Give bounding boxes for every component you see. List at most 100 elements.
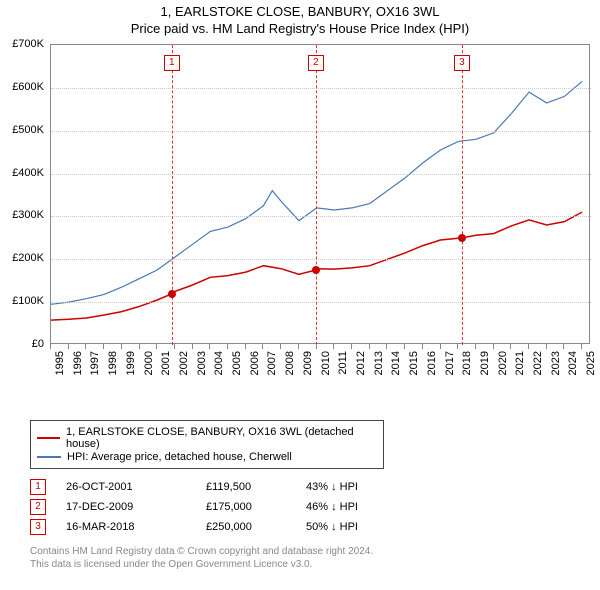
x-tick bbox=[563, 344, 564, 349]
sale-price: £175,000 bbox=[206, 501, 306, 513]
x-tick bbox=[386, 344, 387, 349]
sale-delta: 43% ↓ HPI bbox=[306, 481, 406, 493]
sale-number-box: 2 bbox=[30, 499, 46, 515]
y-tick-label: £300K bbox=[12, 209, 44, 221]
x-tick bbox=[351, 344, 352, 349]
attribution-line2: This data is licensed under the Open Gov… bbox=[30, 558, 570, 571]
x-tick bbox=[50, 344, 51, 349]
sales-table: 1 26-OCT-2001£119,50043% ↓ HPI 2 17-DEC-200… bbox=[30, 479, 570, 535]
x-tick-label: 2018 bbox=[461, 351, 473, 375]
x-tick bbox=[369, 344, 370, 349]
x-tick bbox=[510, 344, 511, 349]
x-tick-label: 2003 bbox=[196, 351, 208, 375]
x-tick bbox=[227, 344, 228, 349]
x-tick-label: 2013 bbox=[373, 351, 385, 375]
x-tick-label: 1999 bbox=[125, 351, 137, 375]
sale-price: £119,500 bbox=[206, 481, 306, 493]
x-tick-label: 2024 bbox=[567, 351, 579, 375]
y-tick-label: £0 bbox=[32, 338, 44, 350]
x-tick-label: 2008 bbox=[284, 351, 296, 375]
y-tick-label: £100K bbox=[12, 295, 44, 307]
x-tick bbox=[546, 344, 547, 349]
x-tick-label: 1996 bbox=[72, 351, 84, 375]
x-tick bbox=[280, 344, 281, 349]
x-tick bbox=[475, 344, 476, 349]
x-tick-label: 2000 bbox=[143, 351, 155, 375]
x-tick bbox=[174, 344, 175, 349]
y-tick-label: £700K bbox=[12, 38, 44, 50]
x-tick-label: 2002 bbox=[178, 351, 190, 375]
chart-area: 123 £0£100K£200K£300K£400K£500K£600K£700… bbox=[50, 44, 590, 384]
x-tick bbox=[581, 344, 582, 349]
legend-item: 1, EARLSTOKE CLOSE, BANBURY, OX16 3WL (d… bbox=[37, 426, 377, 450]
x-tick bbox=[528, 344, 529, 349]
x-tick bbox=[404, 344, 405, 349]
gridline bbox=[51, 131, 591, 132]
x-tick bbox=[245, 344, 246, 349]
x-tick-label: 2016 bbox=[426, 351, 438, 375]
sale-vline bbox=[462, 45, 463, 345]
sale-row: 3 16-MAR-2018£250,00050% ↓ HPI bbox=[30, 519, 570, 535]
legend: 1, EARLSTOKE CLOSE, BANBURY, OX16 3WL (d… bbox=[30, 420, 384, 469]
x-tick-label: 2019 bbox=[479, 351, 491, 375]
legend-item: HPI: Average price, detached house, Cher… bbox=[37, 451, 377, 463]
x-tick bbox=[121, 344, 122, 349]
sale-date: 26-OCT-2001 bbox=[66, 481, 206, 493]
gridline bbox=[51, 174, 591, 175]
x-tick-label: 1995 bbox=[54, 351, 66, 375]
sale-number-box: 3 bbox=[30, 519, 46, 535]
sale-date: 16-MAR-2018 bbox=[66, 521, 206, 533]
sale-price: £250,000 bbox=[206, 521, 306, 533]
y-tick-label: £400K bbox=[12, 167, 44, 179]
x-tick-label: 2020 bbox=[497, 351, 509, 375]
x-tick bbox=[68, 344, 69, 349]
chart-title-line1: 1, EARLSTOKE CLOSE, BANBURY, OX16 3WL bbox=[0, 4, 600, 19]
x-tick bbox=[493, 344, 494, 349]
sale-vline-box: 3 bbox=[454, 55, 470, 71]
x-tick-label: 2006 bbox=[249, 351, 261, 375]
legend-swatch bbox=[37, 456, 61, 458]
sale-marker bbox=[168, 290, 176, 298]
attribution: Contains HM Land Registry data © Crown c… bbox=[30, 545, 570, 571]
x-tick bbox=[192, 344, 193, 349]
x-tick bbox=[85, 344, 86, 349]
x-tick bbox=[333, 344, 334, 349]
chart-plot: 123 bbox=[50, 44, 590, 344]
x-tick bbox=[262, 344, 263, 349]
sale-vline bbox=[172, 45, 173, 345]
x-tick bbox=[440, 344, 441, 349]
gridline bbox=[51, 216, 591, 217]
x-tick bbox=[316, 344, 317, 349]
x-tick-label: 2017 bbox=[444, 351, 456, 375]
x-tick-label: 2009 bbox=[302, 351, 314, 375]
chart-title-line2: Price paid vs. HM Land Registry's House … bbox=[0, 21, 600, 36]
x-tick bbox=[457, 344, 458, 349]
sale-vline bbox=[316, 45, 317, 345]
legend-label: HPI: Average price, detached house, Cher… bbox=[67, 451, 292, 463]
sale-delta: 50% ↓ HPI bbox=[306, 521, 406, 533]
sale-row: 217-DEC-2009£175,00046% ↓ HPI bbox=[30, 499, 570, 515]
gridline bbox=[51, 88, 591, 89]
x-tick-label: 2025 bbox=[585, 351, 597, 375]
x-tick-label: 2023 bbox=[550, 351, 562, 375]
x-tick bbox=[103, 344, 104, 349]
x-tick-label: 2015 bbox=[408, 351, 420, 375]
sale-date: 17-DEC-2009 bbox=[66, 501, 206, 513]
x-tick-label: 2011 bbox=[337, 351, 349, 375]
x-tick-label: 2007 bbox=[266, 351, 278, 375]
x-tick-label: 1998 bbox=[107, 351, 119, 375]
chart-svg bbox=[51, 45, 591, 345]
x-tick-label: 2001 bbox=[160, 351, 172, 375]
x-tick-label: 2005 bbox=[231, 351, 243, 375]
x-tick bbox=[422, 344, 423, 349]
y-tick-label: £200K bbox=[12, 252, 44, 264]
x-tick-label: 2010 bbox=[320, 351, 332, 375]
y-tick-label: £500K bbox=[12, 124, 44, 136]
gridline bbox=[51, 259, 591, 260]
x-tick-label: 1997 bbox=[89, 351, 101, 375]
x-tick bbox=[298, 344, 299, 349]
sale-number-box: 1 bbox=[30, 479, 46, 495]
x-tick bbox=[156, 344, 157, 349]
x-tick-label: 2004 bbox=[213, 351, 225, 375]
legend-swatch bbox=[37, 437, 60, 439]
